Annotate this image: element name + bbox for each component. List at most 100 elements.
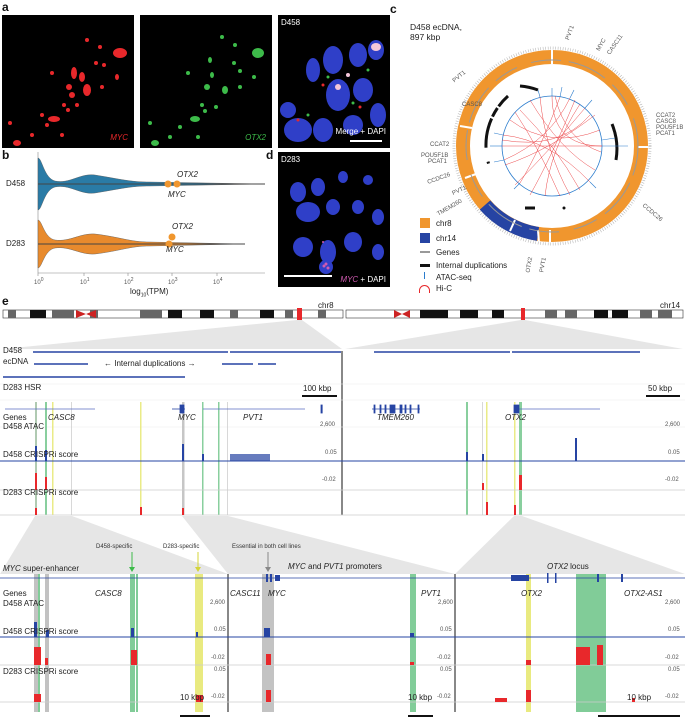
legend-dup-icon: [420, 264, 430, 267]
zoom2-crispr-min: -0.02: [437, 655, 451, 661]
zoom3-crispr-max2: 0.05: [668, 667, 680, 673]
circos-gene-pou5f1b-left: POU5F1B: [421, 153, 449, 159]
zoom3-crispr-min: -0.02: [665, 655, 679, 661]
myc-signal-dots: [8, 38, 127, 146]
merge-caption: Merge + DAPI: [335, 127, 386, 136]
d283-title: D283: [281, 155, 301, 164]
zoom-track-label-genes: Genes: [3, 589, 27, 598]
zoom2-scale-label: 10 kbp: [408, 693, 433, 702]
zoom2-crispr-max2: 0.05: [440, 667, 452, 673]
zoom3-scale-label: 10 kbp: [627, 693, 652, 702]
zoom-gene-myc: MYC: [268, 589, 286, 598]
d283-caption: MYC + DAPI: [340, 275, 386, 284]
x-tick-0: 100: [34, 277, 44, 286]
fish-caption-otx2: OTX2: [245, 133, 266, 142]
scale-bar: [284, 275, 332, 277]
violin-row-label-d458: D458: [6, 179, 26, 188]
zoom-title-myc-super-enhancer: MYC super-enhancer: [3, 564, 80, 573]
legend-hic-icon: [419, 285, 430, 293]
fish-image-myc: MYC: [2, 15, 134, 148]
atac-max-left: 2,600: [320, 422, 336, 428]
track-label-d283-crispri: D283 CRISPRi score: [3, 488, 79, 497]
circos-title: D458 ecDNA, 897 kbp: [410, 22, 462, 42]
zoom2-atac-max: 2,600: [438, 600, 454, 606]
gene-label-pvt1: PVT1: [243, 413, 264, 422]
ideograms: [2, 308, 684, 349]
fish-image-merge: D458 Merge + DAPI: [278, 15, 390, 148]
zoom1-crispr-min2: -0.02: [211, 694, 225, 700]
circos-plot: [452, 46, 652, 246]
merge-chromosomes: [280, 40, 386, 142]
legend-atac-label: ATAC-seq: [436, 273, 472, 282]
gene-label-otx2-d283: OTX2: [172, 222, 193, 231]
legend-dup-label: Internal duplications: [436, 261, 508, 270]
fish-caption-myc: MYC: [110, 133, 128, 142]
zoom1-scale-label: 10 kbp: [180, 693, 205, 702]
circos-gene-ccat2-left: CCAT2: [430, 142, 450, 148]
legend-chr14-label: chr14: [436, 234, 457, 243]
annotation-essential-both: Essential in both cell lines: [232, 544, 301, 550]
track-label-d283-hsr: D283 HSR: [3, 383, 42, 392]
gene-label-myc-d458: MYC: [168, 190, 186, 199]
panel-label-d: d: [266, 148, 274, 162]
zoom3-crispr-max: 0.05: [668, 627, 680, 633]
panel-label-b: b: [2, 148, 10, 162]
panel-label-c: c: [390, 2, 397, 16]
atac-max-right: 2,600: [665, 422, 681, 428]
fish-image-otx2: OTX2: [140, 15, 272, 148]
zoom1-crispr-max: 0.05: [214, 627, 226, 633]
zoom-gene-otx2: OTX2: [521, 589, 542, 598]
zoom-tracks: [0, 552, 685, 717]
fish-image-d283: D283 MYC + DAPI: [278, 152, 390, 287]
annotation-d458-specific: D458-specific: [96, 544, 133, 550]
crispr-max-right: 0.05: [668, 450, 680, 456]
zoom-gene-casc11: CASC11: [230, 589, 261, 598]
zoom3-crispr-min2: -0.02: [665, 694, 679, 700]
violin-row-label-d283: D283: [6, 239, 26, 248]
zoom1-atac-max: 2,600: [210, 600, 226, 606]
scale-label-100kbp: 100 kbp: [303, 384, 332, 393]
x-tick-3: 103: [168, 277, 178, 286]
legend-chr8-label: chr8: [436, 219, 452, 228]
track-label-genes: Genes: [3, 413, 27, 422]
genome-tracks: [0, 351, 685, 516]
gene-label-myc: MYC: [178, 413, 196, 422]
zoom-title-otx2-locus: OTX2 locus: [547, 562, 589, 571]
zoom-gene-pvt1: PVT1: [421, 589, 442, 598]
gene-label-tmem260: TMEM260: [377, 413, 414, 422]
scale-bar: [350, 140, 382, 142]
crispr-min-right: -0.02: [665, 477, 679, 483]
chr14-label: chr14: [660, 301, 681, 310]
zoom-wedges-bottom: [0, 516, 685, 574]
zoom-track-label-d283-crispri: D283 CRISPRi score: [3, 667, 79, 676]
zoom3-atac-max: 2,600: [665, 600, 681, 606]
circos-gene-casc8-right: CASC8: [656, 119, 677, 125]
violin-plot: [37, 152, 266, 276]
circos-gene-casc8-left: CASC8: [462, 102, 483, 108]
d283-chromosomes: [290, 171, 384, 274]
panel-label-a: a: [2, 0, 9, 14]
zoom-gene-casc8: CASC8: [95, 589, 122, 598]
zoom2-crispr-max: 0.05: [440, 627, 452, 633]
zoom-title-myc-pvt1-promoters: MYC and PVT1 promoters: [288, 562, 382, 571]
zoom2-crispr-min2: -0.02: [437, 694, 451, 700]
legend-chr14-swatch: [420, 233, 430, 243]
crispr-max-left: 0.05: [325, 450, 337, 456]
zoom1-crispr-max2: 0.05: [214, 667, 226, 673]
otx2-signal-dots: [148, 35, 264, 146]
chr8-label: chr8: [318, 301, 334, 310]
track-label-d458-crispri: D458 CRISPRi score: [3, 450, 79, 459]
crispr-min-left: -0.02: [322, 477, 336, 483]
zoom1-crispr-min: -0.02: [211, 655, 225, 661]
circos-gene-pcat1-right: PCAT1: [656, 131, 675, 137]
panel-label-e: e: [2, 294, 9, 308]
legend-genes-icon: [420, 251, 430, 253]
legend-atac-icon: [424, 272, 425, 279]
zoom-gene-otx2-as1: OTX2-AS1: [624, 589, 663, 598]
gene-label-myc-d283: MYC: [166, 245, 184, 254]
x-tick-1: 101: [80, 277, 90, 286]
legend-chr8-swatch: [420, 218, 430, 228]
gene-label-otx2: OTX2: [505, 413, 526, 422]
track-label-d458-ecdna: D458 ecDNA: [3, 346, 29, 366]
circos-gene-pou5f1b-right: POU5F1B: [656, 125, 684, 131]
